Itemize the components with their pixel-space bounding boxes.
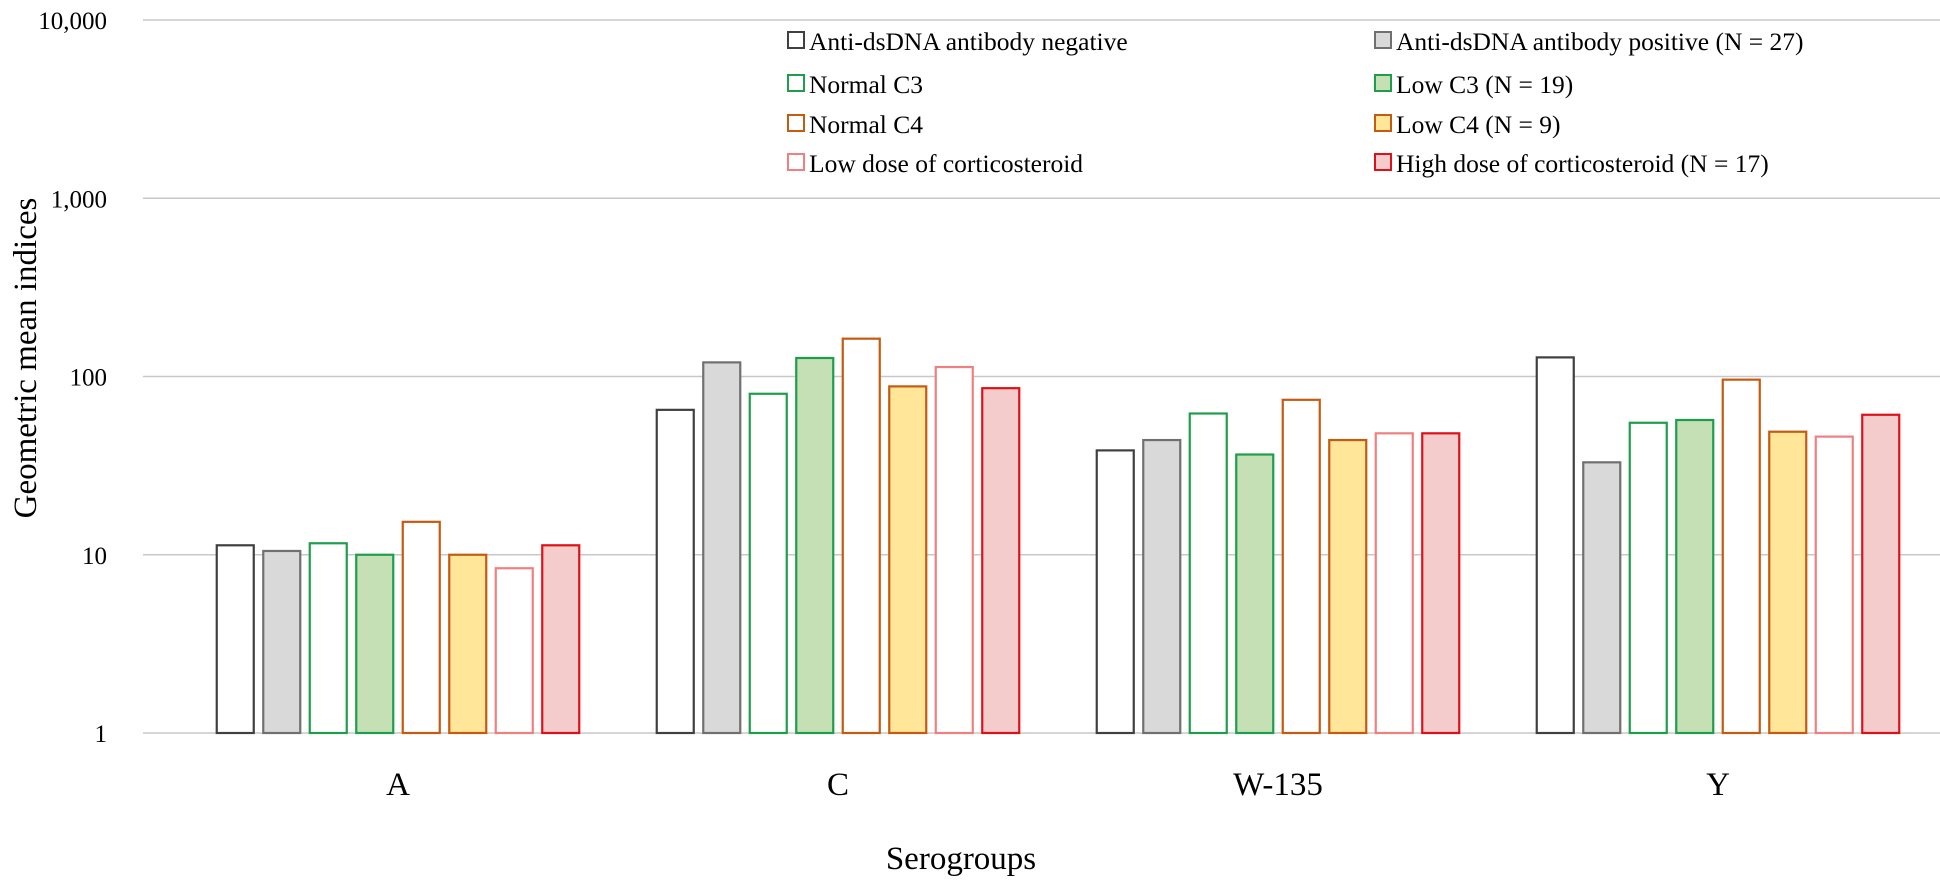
bar [1374, 432, 1414, 735]
y-tick-label: 1 [95, 721, 108, 748]
x-axis-title: Serogroups [886, 841, 1036, 877]
bar [1628, 421, 1668, 735]
legend-label: Low dose of corticosteroid [809, 149, 1083, 178]
x-category-label: W-135 [1233, 767, 1323, 803]
legend-label: Normal C3 [809, 70, 923, 99]
legend-swatch [1374, 74, 1392, 92]
bar [1861, 413, 1901, 735]
legend-label: Low C3 (N = 19) [1396, 70, 1573, 99]
bar [1421, 432, 1461, 735]
bar [795, 356, 835, 735]
legend-swatch [1374, 114, 1392, 132]
bar [215, 544, 255, 735]
bar [1188, 412, 1228, 735]
bar [355, 553, 395, 735]
bar [494, 567, 534, 735]
legend: Anti-dsDNA antibody negative Anti-dsDNA a… [787, 27, 1803, 178]
legend-label: High dose of corticosteroid (N = 17) [1396, 149, 1769, 178]
bar [1582, 461, 1622, 735]
bar [1535, 356, 1575, 735]
y-tick-label: 100 [70, 365, 108, 392]
legend-label: Low C4 (N = 9) [1396, 110, 1561, 139]
bar [1235, 453, 1275, 735]
legend-swatch [787, 153, 805, 171]
bar [702, 361, 742, 735]
bar [981, 387, 1021, 735]
legend-swatch [787, 114, 805, 132]
bar [934, 365, 974, 735]
bar [1675, 418, 1715, 735]
legend-label: Normal C4 [809, 110, 923, 139]
bar [541, 544, 581, 735]
x-category-label: Y [1706, 767, 1730, 803]
axes: 1 10 100 1,000 10,000 A C W-135 Y [38, 8, 1730, 803]
bar [1768, 430, 1808, 735]
bar [748, 392, 788, 735]
bar [888, 385, 928, 735]
bar [655, 408, 695, 735]
bars [215, 337, 1901, 735]
y-tick-label: 1,000 [51, 186, 107, 213]
bar [1281, 398, 1321, 735]
legend-label: Anti-dsDNA antibody positive (N = 27) [1396, 27, 1803, 56]
bar [1095, 449, 1135, 735]
legend-swatch [787, 74, 805, 92]
y-tick-label: 10 [82, 543, 107, 570]
legend-label: Anti-dsDNA antibody negative [809, 27, 1128, 56]
legend-swatch [1374, 31, 1392, 49]
x-category-label: C [827, 767, 849, 803]
bar [841, 337, 881, 735]
bar [1142, 438, 1182, 735]
legend-swatch [1374, 153, 1392, 171]
legend-swatch [787, 31, 805, 49]
bar [1814, 435, 1854, 735]
y-tick-label: 10,000 [38, 8, 107, 35]
bar [448, 553, 488, 735]
y-axis-title: Geometric mean indices [8, 198, 44, 519]
bar [401, 520, 441, 735]
bar [1328, 438, 1368, 735]
bar [308, 542, 348, 735]
bar [1721, 378, 1761, 735]
bar [262, 549, 302, 735]
x-category-label: A [386, 767, 410, 803]
